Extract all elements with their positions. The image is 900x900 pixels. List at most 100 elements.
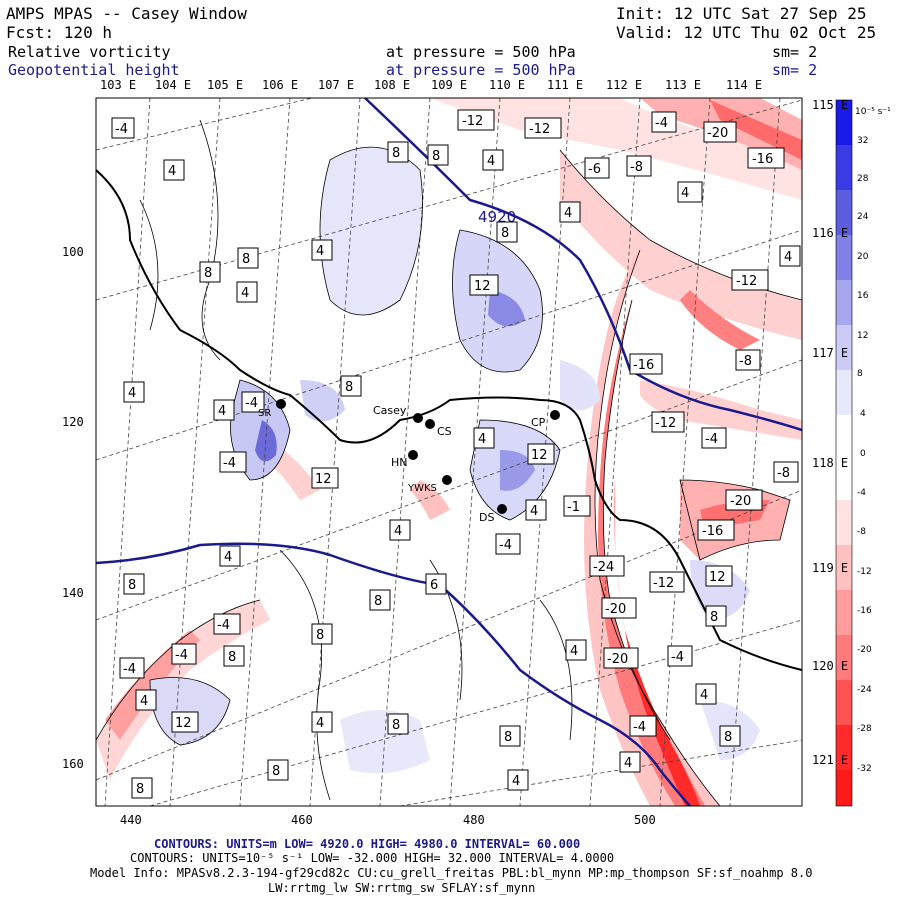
contour-label: 4 <box>311 239 333 261</box>
svg-text:8: 8 <box>710 610 718 625</box>
contour-label: 8 <box>705 605 727 627</box>
station-label-cs: CS <box>437 425 452 438</box>
contour-labels: -4 -12 -12 -20 -16 -8 -4 -6 8 8 4 4 8 4 … <box>111 109 801 799</box>
svg-text:-20: -20 <box>607 652 628 667</box>
contour-label: -16 <box>747 147 785 169</box>
contour-label: -4 <box>651 111 677 133</box>
geopotential-contour-north <box>364 98 802 432</box>
svg-text:24: 24 <box>857 212 869 222</box>
svg-text:4: 4 <box>316 244 324 259</box>
lon-label-top: 107 E <box>318 78 355 92</box>
contour-label: 12 <box>469 274 499 296</box>
contour-label: -4 <box>119 657 145 679</box>
svg-text:-32: -32 <box>857 764 872 774</box>
svg-text:12: 12 <box>175 716 192 731</box>
contour-label: 8 <box>267 759 289 781</box>
contour-label: 4 <box>619 751 641 773</box>
svg-text:4: 4 <box>512 774 520 789</box>
x-axis-label: 500 <box>634 813 656 827</box>
svg-text:4: 4 <box>241 286 249 301</box>
contour-label: -8 <box>626 155 652 177</box>
svg-text:4: 4 <box>860 409 866 419</box>
svg-text:-20: -20 <box>605 602 626 617</box>
lon-label-right: 121 E <box>812 753 849 767</box>
x-axis-label: 460 <box>291 813 313 827</box>
svg-text:8: 8 <box>374 594 382 609</box>
contour-label: -4 <box>667 645 693 667</box>
coastline <box>96 169 802 671</box>
contour-label: 8 <box>199 261 221 283</box>
svg-text:8: 8 <box>228 650 236 665</box>
graticule <box>96 98 802 806</box>
valid-time: Valid: 12 UTC Thu 02 Oct 25 <box>616 23 877 42</box>
contour-label: 4 <box>389 519 411 541</box>
contour-label: -4 <box>219 451 247 473</box>
svg-text:4: 4 <box>394 524 402 539</box>
contour-label: -4 <box>111 117 135 139</box>
contour-label: 4 <box>236 281 258 303</box>
contour-label: 4 <box>507 769 529 791</box>
field1-name: Relative vorticity <box>8 43 171 61</box>
svg-text:-20: -20 <box>707 126 728 141</box>
contour-label: 4 <box>559 201 581 223</box>
svg-text:4: 4 <box>570 644 578 659</box>
lon-label-top: 110 E <box>489 78 526 92</box>
svg-text:-8: -8 <box>777 466 790 481</box>
y-axis-label: 120 <box>62 415 84 429</box>
map-frame <box>95 97 803 807</box>
contour-label: 4 <box>219 545 241 567</box>
y-axis-label: 140 <box>62 586 84 600</box>
contour-label: 8 <box>499 725 521 747</box>
svg-text:-4: -4 <box>123 662 136 677</box>
field2-level: at pressure = 500 hPa <box>386 61 576 79</box>
lon-label-top: 105 E <box>207 78 244 92</box>
contour-label: -4 <box>171 643 197 665</box>
footer-vorticity-contours: CONTOURS: UNITS=10⁻⁵ s⁻¹ LOW= -32.000 HI… <box>130 851 615 865</box>
contour-label: 4 <box>695 683 717 705</box>
lon-label-top: 112 E <box>606 78 643 92</box>
svg-text:-12: -12 <box>736 274 757 289</box>
svg-text:-4: -4 <box>499 538 512 553</box>
svg-text:4: 4 <box>224 550 232 565</box>
contour-label: 12 <box>171 711 199 733</box>
station-marker-cs <box>425 419 435 429</box>
svg-text:6: 6 <box>430 578 438 593</box>
station-marker-casey <box>413 413 423 423</box>
contour-label: -20 <box>703 121 737 143</box>
contour-label: 4 <box>135 689 157 711</box>
lon-label-top: 111 E <box>547 78 584 92</box>
contour-label: -12 <box>457 109 495 131</box>
svg-text:12: 12 <box>474 279 491 294</box>
svg-text:-24: -24 <box>593 560 614 575</box>
forecast-hour: Fcst: 120 h <box>6 23 112 42</box>
svg-text:-8: -8 <box>739 354 752 369</box>
lon-label-right: 120 E <box>812 659 849 673</box>
svg-text:8: 8 <box>272 764 280 779</box>
svg-text:-24: -24 <box>857 685 872 695</box>
lon-label-right: 118 E <box>812 456 849 470</box>
contour-label: -16 <box>697 519 735 541</box>
svg-text:-16: -16 <box>702 524 723 539</box>
svg-text:-20: -20 <box>857 645 872 655</box>
lon-label-top: 109 E <box>431 78 468 92</box>
contour-label: -4 <box>701 427 727 449</box>
contour-label: -24 <box>589 555 625 577</box>
svg-text:8: 8 <box>432 149 440 164</box>
contour-label: 8 <box>123 573 145 595</box>
contour-label: 4 <box>677 181 703 203</box>
svg-text:4: 4 <box>487 154 495 169</box>
svg-text:-8: -8 <box>630 160 643 175</box>
station-marker-cp <box>550 410 560 420</box>
svg-text:-4: -4 <box>671 650 684 665</box>
svg-text:8: 8 <box>501 226 509 241</box>
svg-text:8: 8 <box>392 718 400 733</box>
contour-label: -12 <box>649 571 685 593</box>
field1-level: at pressure = 500 hPa <box>386 43 576 61</box>
contour-label: 8 <box>131 777 153 799</box>
station-label-ywks: YWKS <box>407 483 437 494</box>
svg-text:-12: -12 <box>462 114 483 129</box>
field2-name: Geopotential height <box>8 61 180 79</box>
contour-label: 12 <box>705 565 733 587</box>
x-axis-label: 440 <box>120 813 142 827</box>
